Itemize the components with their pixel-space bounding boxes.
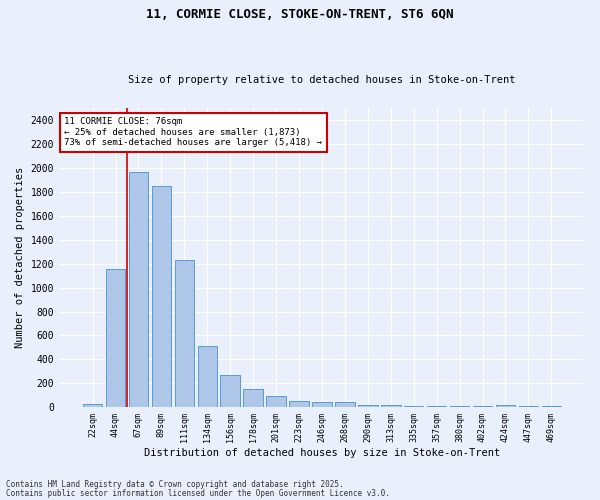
Bar (312, 402, 332, 407)
Text: 11 CORMIE CLOSE: 76sqm
← 25% of detached houses are smaller (1,873)
73% of semi-: 11 CORMIE CLOSE: 76sqm ← 25% of detached… (64, 118, 322, 148)
Bar (129, 172, 148, 407)
Text: Contains public sector information licensed under the Open Government Licence v3: Contains public sector information licen… (6, 488, 390, 498)
Bar (106, 268, 125, 407)
Bar (220, 375, 240, 407)
Bar (152, 186, 171, 407)
Bar (473, 406, 492, 407)
Bar (381, 406, 401, 407)
Bar (542, 406, 561, 407)
Bar (450, 406, 469, 407)
Bar (358, 404, 377, 407)
Title: Size of property relative to detached houses in Stoke-on-Trent: Size of property relative to detached ho… (128, 76, 516, 86)
Bar (266, 396, 286, 407)
Bar (335, 402, 355, 407)
Bar (404, 406, 424, 407)
Bar (518, 406, 538, 407)
Bar (83, 404, 103, 407)
Bar (289, 401, 309, 407)
Bar (244, 388, 263, 407)
Text: 11, CORMIE CLOSE, STOKE-ON-TRENT, ST6 6QN: 11, CORMIE CLOSE, STOKE-ON-TRENT, ST6 6Q… (146, 8, 454, 20)
Y-axis label: Number of detached properties: Number of detached properties (15, 167, 25, 348)
Bar (197, 346, 217, 407)
X-axis label: Distribution of detached houses by size in Stoke-on-Trent: Distribution of detached houses by size … (144, 448, 500, 458)
Bar (175, 260, 194, 407)
Bar (496, 406, 515, 407)
Text: Contains HM Land Registry data © Crown copyright and database right 2025.: Contains HM Land Registry data © Crown c… (6, 480, 344, 489)
Bar (427, 406, 446, 407)
